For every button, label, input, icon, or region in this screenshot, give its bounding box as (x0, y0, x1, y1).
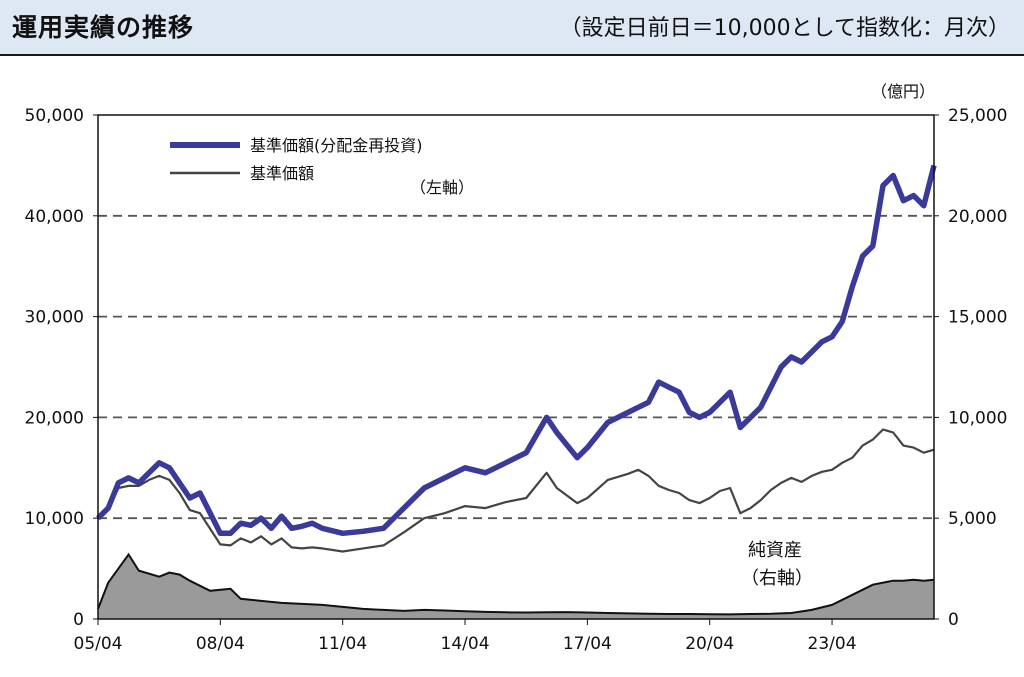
x-axis-ticks: 05/04 08/04 11/04 14/04 17/04 20/04 23/04 (74, 619, 857, 654)
net-assets-line (97, 552, 935, 616)
x-tick-label: 14/04 (441, 634, 490, 654)
left-tick-label: 20,000 (25, 408, 84, 428)
x-tick-label: 17/04 (563, 634, 612, 654)
right-tick-label: 15,000 (948, 308, 1007, 328)
nav-line (97, 428, 935, 553)
page-subtitle: （設定日前日＝10,000として指数化：月次） (559, 16, 1010, 41)
net-assets-fill (98, 554, 934, 619)
right-tick-label: 5,000 (948, 509, 997, 529)
left-tick-label: 50,000 (25, 106, 84, 126)
grid-lines (98, 214, 934, 520)
plot-frame (97, 114, 935, 620)
right-axis-unit: （億円） (871, 82, 935, 101)
x-tick-label: 11/04 (318, 634, 367, 654)
right-tick-label: 20,000 (948, 207, 1007, 227)
legend-label-reinvest: 基準価額(分配金再投資) (250, 136, 423, 155)
right-tick-label: 10,000 (948, 408, 1007, 428)
page-title: 運用実績の推移 (12, 13, 195, 42)
legend-label-nav: 基準価額 (250, 164, 314, 183)
x-tick-label: 23/04 (808, 634, 857, 654)
left-tick-label: 10,000 (25, 509, 84, 529)
left-axis-ticks: 0 10,000 20,000 30,000 40,000 50,000 (25, 106, 98, 630)
left-tick-label: 0 (73, 610, 84, 630)
left-tick-label: 30,000 (25, 308, 84, 328)
right-tick-label: 0 (948, 610, 959, 630)
net-assets-label: 純資産 (748, 540, 802, 561)
left-axis-annotation: （左軸） (410, 178, 474, 197)
reinvest-line (96, 164, 937, 537)
x-tick-label: 20/04 (685, 634, 734, 654)
right-axis-ticks: 0 5,000 10,000 15,000 20,000 25,000 (934, 106, 1007, 630)
left-tick-label: 40,000 (25, 207, 84, 227)
x-tick-label: 05/04 (74, 634, 123, 654)
header-bar: 運用実績の推移 （設定日前日＝10,000として指数化：月次） (0, 0, 1024, 56)
series-lines (96, 164, 937, 553)
x-tick-label: 08/04 (196, 634, 245, 654)
right-tick-label: 25,000 (948, 106, 1007, 126)
right-axis-annotation: （右軸） (741, 568, 813, 589)
net-assets-area (97, 552, 935, 619)
